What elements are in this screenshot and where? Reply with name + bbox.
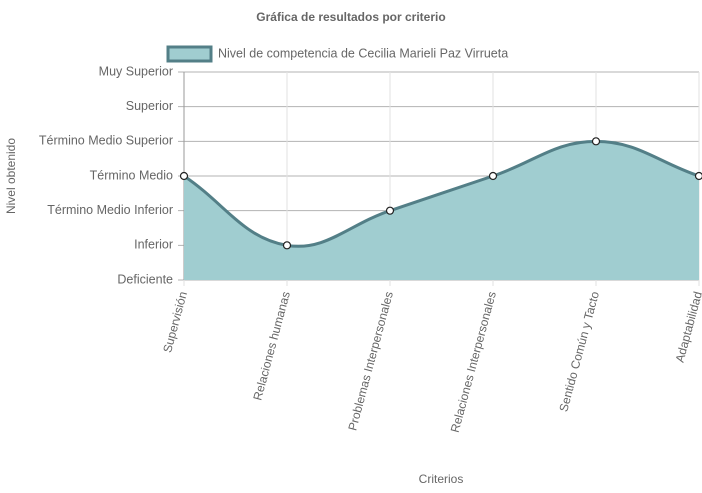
x-tick-label: Problemas Interpersonales	[345, 290, 396, 432]
x-tick-label: Adaptabilidad	[673, 290, 702, 364]
legend-swatch	[166, 45, 213, 63]
point	[385, 206, 395, 215]
point	[282, 241, 292, 250]
point	[591, 137, 601, 146]
point	[179, 171, 189, 181]
y-tick-label: Deficiente	[117, 272, 173, 286]
y-tick-label: Superior	[126, 99, 173, 113]
line	[183, 139, 700, 248]
point	[694, 171, 702, 181]
y-axis-label: Nivel obtenido	[4, 138, 18, 214]
point	[488, 171, 498, 181]
x-tick-label: Sentido Común y Tacto	[556, 290, 602, 414]
y-tick-label: Término Medio Inferior	[47, 203, 173, 217]
x-tick-label: Supervisión	[160, 290, 190, 354]
y-tick-label: Muy Superior	[99, 64, 173, 78]
x-tick-label: Relaciones Interpersonales	[448, 290, 499, 434]
y-tick-label: Término Medio Superior	[39, 134, 173, 148]
x-axis-label: Criterios	[419, 472, 464, 486]
legend-label: Nivel de competencia de Cecilia Marieli …	[218, 46, 508, 60]
x-tick-label: Relaciones humanas	[250, 290, 293, 402]
chart-title: Gráfica de resultados por criterio	[256, 10, 445, 24]
y-tick-label: Inferior	[134, 238, 173, 252]
y-tick-label: Término Medio	[90, 168, 173, 182]
